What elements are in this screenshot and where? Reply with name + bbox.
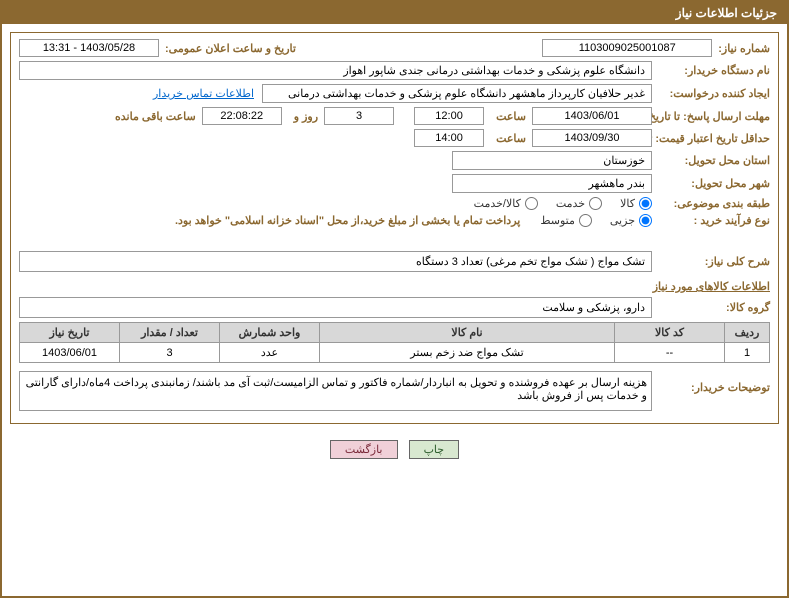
field-goods-group: دارو، پزشکی و سلامت: [19, 297, 652, 318]
form-panel: شماره نیاز: 1103009025001087 تاریخ و ساع…: [10, 32, 779, 424]
label-buyer-notes: توضیحات خریدار:: [652, 371, 770, 394]
row-requester: ایجاد کننده درخواست: غدیر حلافیان کارپرد…: [19, 84, 770, 103]
field-reply-hour: 12:00: [414, 107, 484, 125]
radio-motavaset-label[interactable]: متوسط: [540, 214, 592, 227]
table-header-row: ردیف کد کالا نام کالا واحد شمارش تعداد /…: [20, 323, 770, 343]
field-province: خوزستان: [452, 151, 652, 170]
field-valid-date: 1403/09/30: [532, 129, 652, 147]
main-container: جزئیات اطلاعات نیاز AriaTender.net شماره…: [0, 0, 789, 598]
field-requester: غدیر حلافیان کارپرداز ماهشهر دانشگاه علو…: [262, 84, 652, 103]
label-hour-2: ساعت: [490, 132, 526, 145]
label-province: استان محل تحویل:: [652, 154, 770, 167]
payment-note: پرداخت تمام یا بخشی از مبلغ خرید،از محل …: [175, 214, 520, 227]
radio-khadamat[interactable]: [589, 197, 602, 210]
label-req-no: شماره نیاز:: [712, 42, 770, 55]
field-time-left: 22:08:22: [202, 107, 282, 125]
radio-jozi-label[interactable]: جزیی: [610, 214, 652, 227]
row-valid-deadline: حداقل تاریخ اعتبار قیمت: تا تاریخ: 1403/…: [19, 129, 770, 147]
row-req-no: شماره نیاز: 1103009025001087 تاریخ و ساع…: [19, 39, 770, 57]
label-announce-dt: تاریخ و ساعت اعلان عمومی:: [159, 42, 296, 55]
label-valid-deadline: حداقل تاریخ اعتبار قیمت: تا تاریخ:: [652, 132, 770, 145]
radio-motavaset[interactable]: [579, 214, 592, 227]
row-buyer-notes: توضیحات خریدار: هزینه ارسال بر عهده فروش…: [19, 371, 770, 411]
back-button[interactable]: بازگشت: [330, 440, 398, 459]
th-need-date: تاریخ نیاز: [20, 323, 120, 343]
label-hour-1: ساعت: [490, 110, 526, 123]
label-buy-process: نوع فرآیند خرید :: [652, 214, 770, 227]
label-city: شهر محل تحویل:: [652, 177, 770, 190]
title-bar: جزئیات اطلاعات نیاز: [2, 2, 787, 24]
label-reply-deadline: مهلت ارسال پاسخ: تا تاریخ:: [652, 110, 770, 123]
cell-code: --: [615, 343, 725, 363]
cell-need-date: 1403/06/01: [20, 343, 120, 363]
cell-qty: 3: [120, 343, 220, 363]
label-goods-group: گروه کالا:: [652, 301, 770, 314]
print-button[interactable]: چاپ: [409, 440, 460, 459]
field-general-desc: تشک مواج ( تشک مواج تخم مرغی) تعداد 3 دس…: [19, 251, 652, 272]
section-goods-info: اطلاعات کالاهای مورد نیاز: [19, 280, 770, 293]
field-city: بندر ماهشهر: [452, 174, 652, 193]
cell-name: تشک مواج ضد زخم بستر: [320, 343, 615, 363]
th-name: نام کالا: [320, 323, 615, 343]
label-general-desc: شرح کلی نیاز:: [652, 255, 770, 268]
field-buyer-notes: هزینه ارسال بر عهده فروشنده و تحویل به ا…: [19, 371, 652, 411]
row-general-desc: شرح کلی نیاز: تشک مواج ( تشک مواج تخم مر…: [19, 251, 770, 272]
radio-kala-label[interactable]: کالا: [620, 197, 652, 210]
radio-jozi[interactable]: [639, 214, 652, 227]
label-days-and: روز و: [288, 110, 318, 123]
goods-table: ردیف کد کالا نام کالا واحد شمارش تعداد /…: [19, 322, 770, 363]
row-subject-class: طبقه بندی موضوعی: کالا خدمت کالا/خدمت: [19, 197, 770, 210]
contact-link[interactable]: اطلاعات تماس خریدار: [153, 87, 254, 100]
radio-khadamat-label[interactable]: خدمت: [556, 197, 602, 210]
button-row: چاپ بازگشت: [2, 432, 787, 463]
cell-row: 1: [725, 343, 770, 363]
field-req-no: 1103009025001087: [542, 39, 712, 57]
field-reply-date: 1403/06/01: [532, 107, 652, 125]
process-radio-group: جزیی متوسط: [540, 214, 652, 227]
radio-kala-khadamat[interactable]: [525, 197, 538, 210]
row-goods-group: گروه کالا: دارو، پزشکی و سلامت: [19, 297, 770, 318]
radio-kala-khadamat-label[interactable]: کالا/خدمت: [474, 197, 538, 210]
field-buyer-org: دانشگاه علوم پزشکی و خدمات بهداشتی درمان…: [19, 61, 652, 80]
label-remaining: ساعت باقی مانده: [109, 110, 196, 123]
radio-kala[interactable]: [639, 197, 652, 210]
th-qty: تعداد / مقدار: [120, 323, 220, 343]
field-announce-dt: 1403/05/28 - 13:31: [19, 39, 159, 57]
field-days-left: 3: [324, 107, 394, 125]
label-subject-class: طبقه بندی موضوعی:: [652, 197, 770, 210]
row-city: شهر محل تحویل: بندر ماهشهر: [19, 174, 770, 193]
field-valid-hour: 14:00: [414, 129, 484, 147]
row-buyer-org: نام دستگاه خریدار: دانشگاه علوم پزشکی و …: [19, 61, 770, 80]
label-requester: ایجاد کننده درخواست:: [652, 87, 770, 100]
row-province: استان محل تحویل: خوزستان: [19, 151, 770, 170]
row-reply-deadline: مهلت ارسال پاسخ: تا تاریخ: 1403/06/01 سا…: [19, 107, 770, 125]
subject-radio-group: کالا خدمت کالا/خدمت: [474, 197, 652, 210]
th-unit: واحد شمارش: [220, 323, 320, 343]
th-row: ردیف: [725, 323, 770, 343]
label-buyer-org: نام دستگاه خریدار:: [652, 64, 770, 77]
cell-unit: عدد: [220, 343, 320, 363]
row-buy-process: نوع فرآیند خرید : جزیی متوسط پرداخت تمام…: [19, 214, 770, 227]
th-code: کد کالا: [615, 323, 725, 343]
table-row: 1 -- تشک مواج ضد زخم بستر عدد 3 1403/06/…: [20, 343, 770, 363]
